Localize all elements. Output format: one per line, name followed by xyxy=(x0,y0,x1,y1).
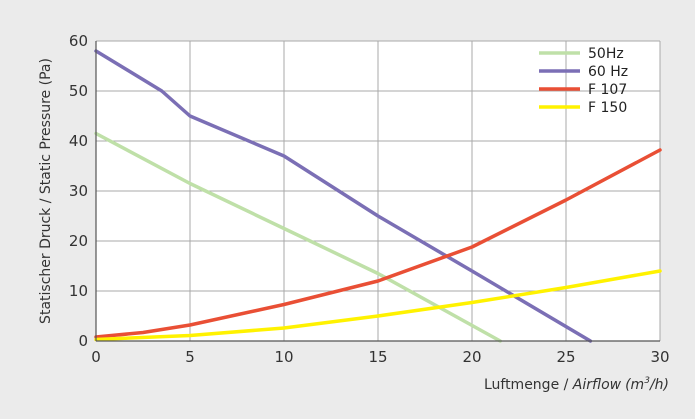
y-tick-label: 0 xyxy=(78,332,88,350)
x-axis-title: Luftmenge / Airflow (m3/h) xyxy=(484,376,669,393)
y-tick-label: 60 xyxy=(69,32,88,50)
legend-label: 60 Hz xyxy=(588,64,628,80)
series-line-60hz xyxy=(94,49,593,343)
series-line-50hz xyxy=(94,131,502,343)
x-tick-label: 0 xyxy=(91,348,101,366)
y-tick-label: 50 xyxy=(69,82,88,100)
legend-label: F 150 xyxy=(588,100,627,116)
y-tick-label: 20 xyxy=(69,232,88,250)
x-tick-label: 15 xyxy=(368,348,387,366)
x-tick-label: 30 xyxy=(650,348,669,366)
grid xyxy=(96,40,661,341)
y-tick-label: 10 xyxy=(69,282,88,300)
series-line-f150 xyxy=(94,269,662,342)
y-tick-label: 40 xyxy=(69,132,88,150)
y-tick-label: 30 xyxy=(69,182,88,200)
x-tick-label: 20 xyxy=(462,348,481,366)
y-axis-title: Statischer Druck / Static Pressure (Pa) xyxy=(38,58,54,324)
x-tick-label: 5 xyxy=(185,348,195,366)
x-tick-label: 25 xyxy=(556,348,575,366)
legend-label: 50Hz xyxy=(588,46,624,62)
legend: 50Hz 60 Hz F 107 F 150 xyxy=(539,46,628,116)
x-axis-title-text: Luftmenge / xyxy=(484,377,573,393)
series-lines xyxy=(94,49,662,343)
x-tick-label: 10 xyxy=(274,348,293,366)
x-axis-title-italic: Airflow xyxy=(572,377,622,393)
x-axis-title-unit-pre: (m xyxy=(625,377,644,393)
axes: 0 5 10 15 20 25 30 0 10 20 30 40 50 60 xyxy=(69,32,670,366)
x-axis-title-unit-sup: 3 xyxy=(644,376,650,386)
x-axis-title-unit-post: /h) xyxy=(648,377,669,393)
legend-label: F 107 xyxy=(588,82,627,98)
series-line-f107 xyxy=(94,148,662,339)
